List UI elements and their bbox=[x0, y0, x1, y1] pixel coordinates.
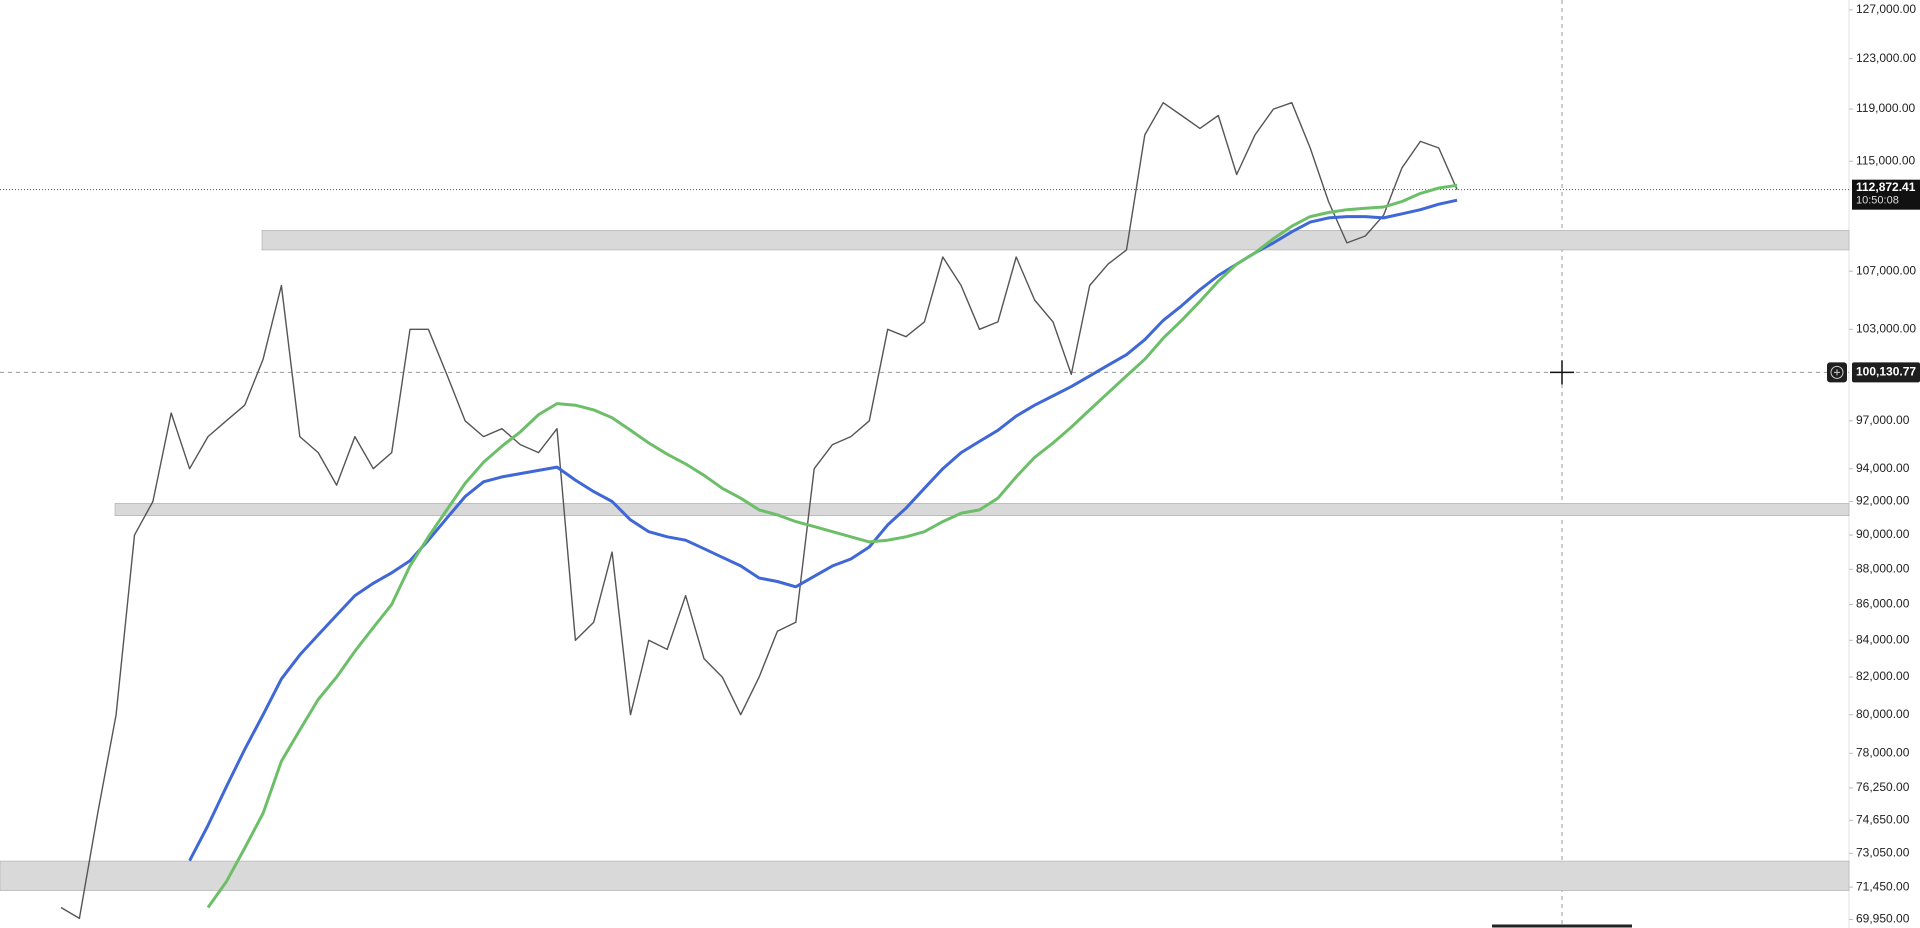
price-axis-panel bbox=[1849, 0, 1920, 928]
y-tick-label: 90,000.00 bbox=[1856, 527, 1910, 541]
y-tick-label: 115,000.00 bbox=[1856, 153, 1915, 167]
y-tick-label: 119,000.00 bbox=[1856, 101, 1915, 115]
last-price-tag bbox=[1852, 179, 1920, 210]
add-alert-icon bbox=[1830, 365, 1844, 379]
y-tick-label: 92,000.00 bbox=[1856, 494, 1910, 508]
y-tick-label: 127,000.00 bbox=[1856, 2, 1916, 16]
y-tick-label: 69,950.00 bbox=[1856, 912, 1910, 926]
y-tick-label: 103,000.00 bbox=[1856, 321, 1916, 335]
y-tick-label: 80,000.00 bbox=[1856, 707, 1910, 721]
add-alert-plus bbox=[1834, 369, 1840, 376]
support-zone bbox=[0, 860, 1850, 891]
y-tick-label: 107,000.00 bbox=[1856, 263, 1916, 277]
y-tick-label: 71,450.00 bbox=[1856, 879, 1910, 893]
y-tick-label: 84,000.00 bbox=[1856, 632, 1910, 646]
crosshair-label: 100,130.77 bbox=[1856, 365, 1916, 379]
crosshair-tag bbox=[1852, 362, 1920, 383]
countdown-label: 10:50:08 bbox=[1856, 195, 1899, 207]
support-zone bbox=[261, 230, 1850, 251]
y-tick-label: 88,000.00 bbox=[1856, 562, 1910, 576]
y-tick-label: 74,650.00 bbox=[1856, 812, 1910, 826]
y-tick-label: 86,000.00 bbox=[1856, 597, 1910, 611]
y-tick-label: 123,000.00 bbox=[1856, 51, 1916, 65]
y-tick-label: 76,250.00 bbox=[1856, 780, 1910, 794]
price-line bbox=[60, 102, 1458, 920]
cursor bbox=[1550, 360, 1574, 385]
y-tick-label: 82,000.00 bbox=[1856, 669, 1910, 683]
last-price-label: 112,872.41 bbox=[1856, 180, 1916, 194]
moving-average bbox=[206, 183, 1458, 909]
y-tick-label: 78,000.00 bbox=[1856, 746, 1910, 760]
y-tick-label: 73,050.00 bbox=[1856, 846, 1910, 860]
y-tick-label: 94,000.00 bbox=[1856, 461, 1910, 475]
y-tick-label: 97,000.00 bbox=[1856, 413, 1910, 427]
